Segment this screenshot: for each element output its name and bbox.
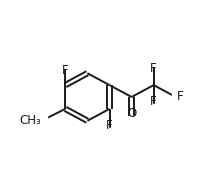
Text: F: F (150, 62, 157, 75)
Bar (150, 57, 157, 66)
Text: F: F (62, 64, 69, 77)
Bar (150, 104, 157, 114)
Text: O: O (127, 107, 136, 120)
Bar (128, 116, 135, 125)
Bar (172, 92, 180, 102)
Bar (62, 58, 69, 68)
Text: F: F (150, 95, 157, 108)
Text: F: F (106, 119, 113, 132)
Text: CH₃: CH₃ (19, 114, 41, 127)
Text: F: F (177, 90, 183, 104)
Bar (35, 116, 48, 125)
Bar (106, 128, 113, 137)
